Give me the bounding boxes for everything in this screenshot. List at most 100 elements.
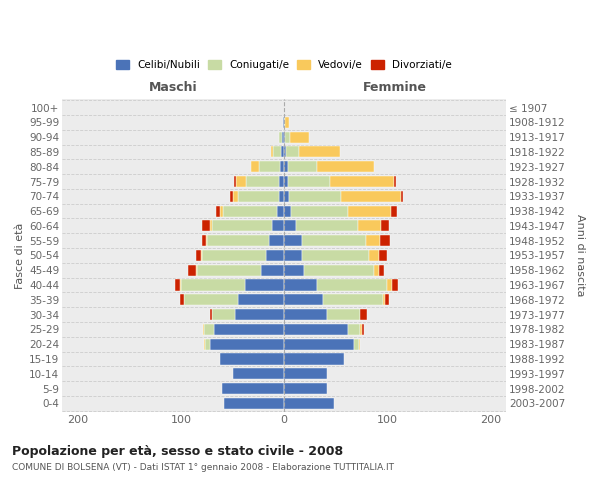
Bar bbox=[394, 176, 395, 187]
Bar bbox=[348, 206, 391, 216]
Bar bbox=[214, 324, 284, 335]
Bar bbox=[210, 338, 284, 349]
Bar bbox=[358, 220, 381, 232]
Bar bbox=[245, 280, 284, 290]
Bar bbox=[302, 250, 369, 261]
Bar bbox=[196, 250, 200, 261]
Bar bbox=[284, 368, 328, 380]
Y-axis label: Fasce di età: Fasce di età bbox=[15, 222, 25, 288]
Bar bbox=[285, 117, 289, 128]
Bar bbox=[284, 206, 292, 216]
Bar bbox=[279, 176, 284, 187]
Bar bbox=[388, 280, 392, 290]
Bar bbox=[210, 309, 212, 320]
Bar bbox=[284, 176, 288, 187]
Bar bbox=[224, 398, 284, 409]
Bar bbox=[259, 161, 280, 172]
Bar bbox=[391, 206, 397, 216]
Bar bbox=[354, 338, 359, 349]
Bar bbox=[361, 324, 362, 335]
Bar bbox=[374, 264, 379, 276]
Bar bbox=[279, 191, 284, 202]
Y-axis label: Anni di nascita: Anni di nascita bbox=[575, 214, 585, 296]
Bar bbox=[292, 206, 348, 216]
Bar bbox=[284, 309, 328, 320]
Bar bbox=[220, 206, 223, 216]
Bar bbox=[180, 280, 181, 290]
Bar bbox=[323, 294, 383, 306]
Bar bbox=[196, 264, 197, 276]
Bar bbox=[348, 324, 361, 335]
Bar bbox=[281, 146, 284, 158]
Bar bbox=[197, 264, 262, 276]
Bar bbox=[273, 146, 281, 158]
Bar bbox=[284, 398, 334, 409]
Bar bbox=[283, 117, 284, 128]
Bar bbox=[369, 250, 379, 261]
Bar bbox=[188, 264, 196, 276]
Bar bbox=[284, 235, 302, 246]
Bar bbox=[284, 220, 296, 232]
Bar bbox=[362, 324, 364, 335]
Bar bbox=[282, 132, 284, 142]
Bar bbox=[289, 191, 341, 202]
Text: COMUNE DI BOLSENA (VT) - Dati ISTAT 1° gennaio 2008 - Elaborazione TUTTITALIA.IT: COMUNE DI BOLSENA (VT) - Dati ISTAT 1° g… bbox=[12, 463, 394, 472]
Bar bbox=[285, 132, 290, 142]
Bar bbox=[180, 294, 184, 306]
Bar bbox=[284, 354, 344, 364]
Bar bbox=[269, 235, 284, 246]
Bar bbox=[246, 176, 279, 187]
Bar bbox=[284, 294, 323, 306]
Bar bbox=[302, 235, 365, 246]
Bar bbox=[203, 324, 214, 335]
Bar bbox=[284, 280, 317, 290]
Bar bbox=[284, 132, 285, 142]
Bar bbox=[317, 161, 374, 172]
Bar bbox=[379, 264, 384, 276]
Bar bbox=[205, 338, 210, 349]
Bar bbox=[266, 250, 284, 261]
Bar bbox=[359, 338, 361, 349]
Bar bbox=[284, 191, 289, 202]
Bar bbox=[365, 235, 380, 246]
Bar bbox=[175, 280, 180, 290]
Bar bbox=[223, 206, 277, 216]
Bar bbox=[212, 220, 272, 232]
Bar bbox=[381, 220, 389, 232]
Bar bbox=[284, 338, 354, 349]
Bar bbox=[299, 146, 340, 158]
Bar bbox=[251, 161, 259, 172]
Bar bbox=[181, 280, 245, 290]
Bar bbox=[383, 294, 385, 306]
Bar bbox=[284, 161, 288, 172]
Bar bbox=[233, 191, 238, 202]
Bar bbox=[200, 250, 202, 261]
Bar bbox=[233, 176, 236, 187]
Bar bbox=[202, 235, 206, 246]
Legend: Celibi/Nubili, Coniugati/e, Vedovi/e, Divorziati/e: Celibi/Nubili, Coniugati/e, Vedovi/e, Di… bbox=[116, 60, 452, 70]
Bar bbox=[236, 176, 246, 187]
Bar bbox=[184, 294, 238, 306]
Text: Popolazione per età, sesso e stato civile - 2008: Popolazione per età, sesso e stato civil… bbox=[12, 445, 343, 458]
Bar bbox=[379, 250, 388, 261]
Bar bbox=[222, 383, 284, 394]
Bar bbox=[401, 191, 403, 202]
Bar bbox=[280, 161, 284, 172]
Bar bbox=[212, 309, 235, 320]
Bar bbox=[296, 220, 358, 232]
Bar bbox=[288, 176, 329, 187]
Text: Maschi: Maschi bbox=[149, 82, 198, 94]
Bar bbox=[284, 146, 286, 158]
Bar bbox=[328, 309, 361, 320]
Bar bbox=[238, 191, 279, 202]
Bar bbox=[235, 309, 284, 320]
Bar bbox=[202, 250, 266, 261]
Bar bbox=[277, 206, 284, 216]
Bar bbox=[271, 146, 273, 158]
Bar bbox=[272, 220, 284, 232]
Bar bbox=[317, 280, 388, 290]
Bar bbox=[304, 264, 374, 276]
Bar bbox=[284, 324, 348, 335]
Bar bbox=[202, 220, 210, 232]
Bar bbox=[206, 235, 269, 246]
